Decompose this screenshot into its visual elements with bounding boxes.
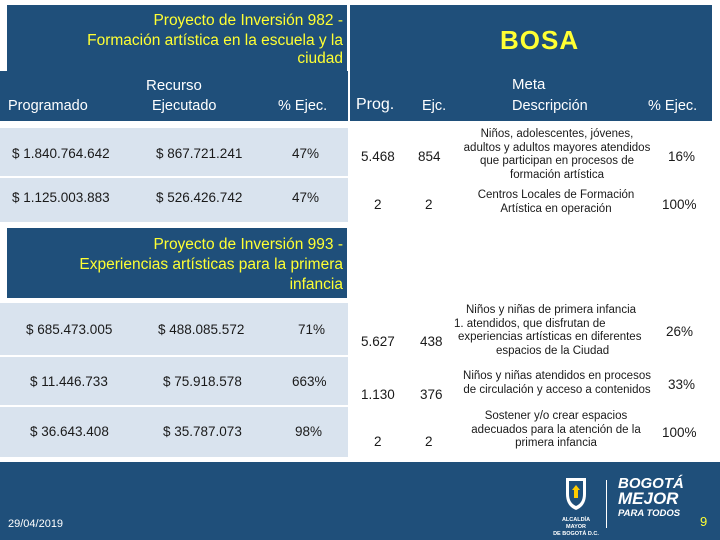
project-993-title-line-2: Experiencias artísticas para la primera [79,256,343,273]
table-row [0,303,348,355]
meta-993-2-prog: 1.130 [361,387,395,402]
programado-header: Programado [8,98,88,114]
page-number: 9 [700,514,708,529]
desc-line: Sostener y/o crear espacios [484,410,628,422]
pct-982-row-2: 47% [292,190,320,205]
recurso-header: Recurso Programado Ejecutado % Ejec. [0,71,348,121]
alcaldia-line: ALCALDÍA MAYOR [561,517,591,530]
bogota-shield-icon [566,478,586,510]
pct-982-row-1: 47% [292,146,320,161]
ejecutado-982-row-1: $ 867.721.241 [156,146,243,161]
ejecutado-993-row-1: $ 488.085.572 [158,322,245,337]
project-993-title-line-1: Proyecto de Inversión 993 - [153,236,343,253]
alcaldia-text: ALCALDÍA MAYOR DE BOGOTÁ D.C. [552,517,600,538]
project-982-title: Proyecto de Inversión 982 - Formación ar… [7,5,347,71]
pct-993-row-1: 71% [298,322,326,337]
ejecutado-header: Ejecutado [152,98,217,114]
meta-982-2-pct: 100% [662,197,697,212]
meta-982-2-ejc: 2 [425,197,433,212]
ejecutado-993-row-3: $ 35.787.073 [163,424,242,439]
pct-ejec-left-header: % Ejec. [278,98,328,114]
pct-993-row-2: 663% [292,374,327,389]
desc-line: Niños y niñas atendidos en procesos [463,370,651,382]
meta-993-1-ejc: 438 [420,334,443,349]
footer-divider [606,480,607,528]
meta-993-1-pct: 26% [666,324,694,339]
meta-982-2-descripcion: Centros Locales de Formación Artística e… [456,189,656,216]
project-993-title: Proyecto de Inversión 993 - Experiencias… [7,228,347,298]
brand-line-mejor: MEJOR [618,489,679,508]
meta-993-1-descripcion: Niños y niñas de primera infancia 1. ate… [452,304,662,358]
meta-993-2-ejc: 376 [420,387,443,402]
ejecutado-982-row-2: $ 526.426.742 [156,190,243,205]
pct-993-row-3: 98% [295,424,323,439]
meta-993-3-ejc: 2 [425,434,433,449]
meta-993-1-prog: 5.627 [361,334,395,349]
locality-name: BOSA [500,25,580,55]
meta-993-3-pct: 100% [662,425,697,440]
programado-993-row-3: $ 36.643.408 [30,424,109,439]
table-row [0,407,348,457]
programado-993-row-1: $ 685.473.005 [26,322,113,337]
table-row [0,128,348,176]
footer-band [0,462,720,540]
meta-993-2-descripcion: Niños y niñas atendidos en procesos de c… [452,370,662,397]
table-row [0,178,348,222]
desc-line: adultos y adultos mayores atendidos [463,141,651,154]
programado-993-row-2: $ 11.446.733 [30,374,108,389]
project-982-title-line-3: ciudad [297,50,343,67]
desc-line: formación artística [510,168,604,181]
table-row [0,357,348,405]
desc-line: 1. atendidos, que disfrutan de [454,317,606,330]
bogota-mejor-brand: BOGOTÁ MEJOR PARA TODOS [618,476,690,521]
descripcion-header: Descripción [512,98,588,114]
meta-header: Meta Prog. Ejc. Descripción % Ejec. [350,71,712,121]
programado-982-row-2: $ 1.125.003.883 [12,190,110,205]
brand-line-bogota: BOGOTÁ [618,475,684,492]
programado-982-row-1: $ 1.840.764.642 [12,146,110,161]
meta-982-1-prog: 5.468 [361,149,395,164]
meta-993-3-prog: 2 [374,434,382,449]
desc-line: Artística en operación [500,202,612,215]
brand-line-para-todos: PARA TODOS [618,508,681,519]
meta-993-3-descripcion: Sostener y/o crear espacios adecuados pa… [458,410,654,451]
desc-line: que participan en procesos de [479,155,635,167]
meta-982-2-prog: 2 [374,197,382,212]
desc-line: Niños y niñas de primera infancia [466,304,637,316]
prog-header: Prog. [356,96,395,113]
project-982-title-line-1: Proyecto de Inversión 982 - [153,12,343,29]
alcaldia-logo: ALCALDÍA MAYOR DE BOGOTÁ D.C. [552,476,600,537]
desc-line: espacios de la Ciudad [496,344,610,357]
project-993-title-line-3: infancia [289,276,343,293]
desc-line: experiencias artísticas en diferentes [458,331,642,343]
project-982-title-line-2: Formación artística en la escuela y la [87,32,343,49]
desc-line: Centros Locales de Formación [477,189,635,201]
ejc-header: Ejc. [422,98,447,114]
ejecutado-993-row-2: $ 75.918.578 [163,374,242,389]
desc-line: de circulación y acceso a contenidos [463,383,651,396]
recurso-label: Recurso [146,77,202,94]
meta-982-1-pct: 16% [668,149,696,164]
meta-982-1-ejc: 854 [418,149,441,164]
meta-982-1-descripcion: Niños, adolescentes, jóvenes, adultos y … [452,128,662,182]
alcaldia-line: DE BOGOTÁ D.C. [553,531,599,537]
locality-header: BOSA [350,5,712,71]
footer-date: 29/04/2019 [8,518,64,530]
desc-line: primera infancia [515,437,597,449]
desc-line: Niños, adolescentes, jóvenes, [480,128,634,140]
pct-ejec-right-header: % Ejec. [648,98,698,114]
meta-993-2-pct: 33% [668,377,696,392]
meta-label: Meta [512,76,546,93]
desc-line: adecuados para la atención de la [471,423,641,436]
